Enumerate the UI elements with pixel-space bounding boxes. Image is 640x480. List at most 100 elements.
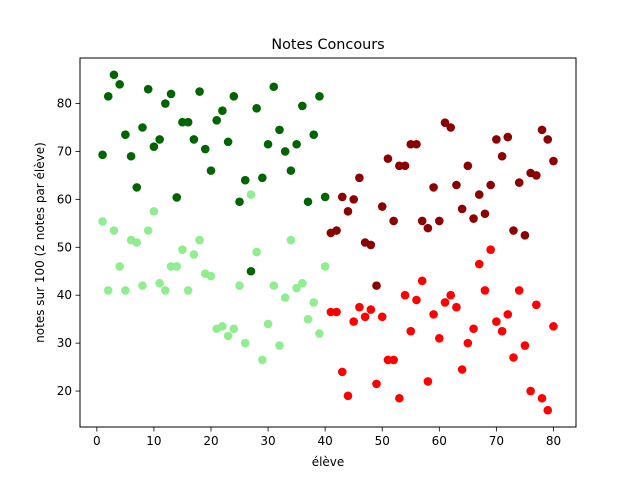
data-point-s3-9 [377,312,387,322]
data-point-s3-15 [412,295,421,305]
data-point-s2-27 [480,209,490,219]
data-point-s2-16 [417,216,427,226]
data-point-s3-4 [349,317,358,326]
x-axis-label: élève [312,455,345,469]
data-point-s2-11 [389,216,398,226]
data-point-s0-29 [263,139,273,149]
data-point-s3-5 [355,302,364,312]
data-point-s2-32 [509,226,518,235]
y-tick-label: 60 [57,192,72,206]
data-point-s2-30 [497,151,507,161]
data-point-s3-37 [537,393,547,403]
data-point-s3-23 [457,365,467,374]
data-point-s3-20 [440,298,450,307]
data-point-s0-12 [166,89,176,99]
data-point-s2-28 [486,180,495,190]
data-point-s2-19 [435,216,444,226]
data-point-s1-24 [235,281,244,290]
data-point-s0-32 [280,147,290,156]
data-point-s0-26 [246,266,256,276]
data-point-s0-34 [292,139,301,149]
data-point-s3-35 [526,386,535,396]
x-tick-label: 20 [203,434,218,448]
data-point-s2-25 [469,214,478,223]
data-point-s1-3 [115,262,124,271]
data-point-s0-0 [98,150,107,160]
data-point-s3-7 [366,305,376,314]
x-tick-label: 10 [146,434,161,448]
data-point-s1-16 [189,250,199,259]
data-point-s1-14 [178,245,187,254]
data-point-s3-14 [406,326,416,336]
data-point-s0-31 [275,125,284,135]
data-point-s3-13 [400,290,410,300]
data-point-s3-32 [509,353,518,362]
data-point-s3-30 [497,326,507,336]
data-point-s0-20 [212,116,221,125]
data-point-s1-21 [218,322,227,331]
data-point-s0-30 [269,82,279,92]
data-point-s2-17 [423,223,433,233]
data-point-s2-10 [383,154,393,163]
data-point-s2-9 [377,202,387,211]
data-point-s2-15 [412,139,421,149]
chart-title: Notes Concours [271,37,384,53]
data-point-s0-33 [286,166,296,175]
data-point-s0-5 [126,151,136,161]
data-point-s0-6 [132,183,142,192]
data-point-s0-35 [298,101,307,111]
data-point-s0-19 [206,166,216,175]
data-point-s2-23 [457,204,467,214]
y-tick-label: 40 [57,288,72,302]
data-point-s0-16 [189,135,199,144]
data-point-s2-20 [440,118,450,127]
data-point-s0-10 [155,135,164,144]
data-point-s0-38 [315,92,324,101]
data-point-s3-17 [423,377,433,386]
data-point-s3-26 [474,259,484,269]
data-point-s1-39 [320,262,330,271]
x-axis-ticks: 0 10 20 30 40 50 60 70 80 [93,427,561,448]
x-tick-label: 60 [432,434,447,448]
y-axis-ticks: 20 30 40 50 60 70 80 [57,97,80,398]
y-tick-label: 30 [57,336,72,350]
data-point-s2-34 [520,231,530,240]
data-point-s1-7 [138,281,147,290]
x-tick-label: 30 [260,434,275,448]
data-point-s2-33 [514,178,524,187]
data-point-s3-28 [486,245,495,254]
data-point-s0-13 [172,193,182,202]
data-point-s2-7 [366,240,376,250]
data-point-s0-15 [183,117,193,127]
x-tick-label: 0 [93,434,101,448]
data-point-s0-39 [320,192,330,202]
data-point-s1-34 [292,283,301,293]
data-point-s3-6 [360,312,370,322]
data-point-s1-9 [149,207,159,216]
data-points [98,70,558,415]
data-point-s3-12 [395,393,404,403]
plot-frame [79,57,577,428]
y-tick-label: 20 [57,384,72,398]
data-point-s3-31 [503,310,513,319]
y-tick-label: 70 [57,144,72,158]
data-point-s1-19 [206,271,216,281]
data-point-s3-1 [332,307,341,317]
data-point-s1-38 [315,329,324,338]
data-point-s1-2 [109,226,119,235]
data-point-s0-17 [195,87,204,96]
data-point-s3-2 [337,367,347,377]
data-point-s3-38 [543,405,553,415]
data-point-s1-32 [280,293,290,302]
data-point-s1-26 [246,190,256,199]
data-point-s1-4 [121,286,130,295]
data-point-s2-31 [503,132,513,142]
data-point-s1-6 [132,238,142,247]
data-point-s0-23 [229,92,239,101]
data-point-s0-22 [223,137,233,147]
data-point-s0-9 [149,142,159,151]
data-point-s1-37 [309,298,319,307]
data-point-s2-39 [549,156,558,166]
x-tick-label: 70 [489,434,504,448]
